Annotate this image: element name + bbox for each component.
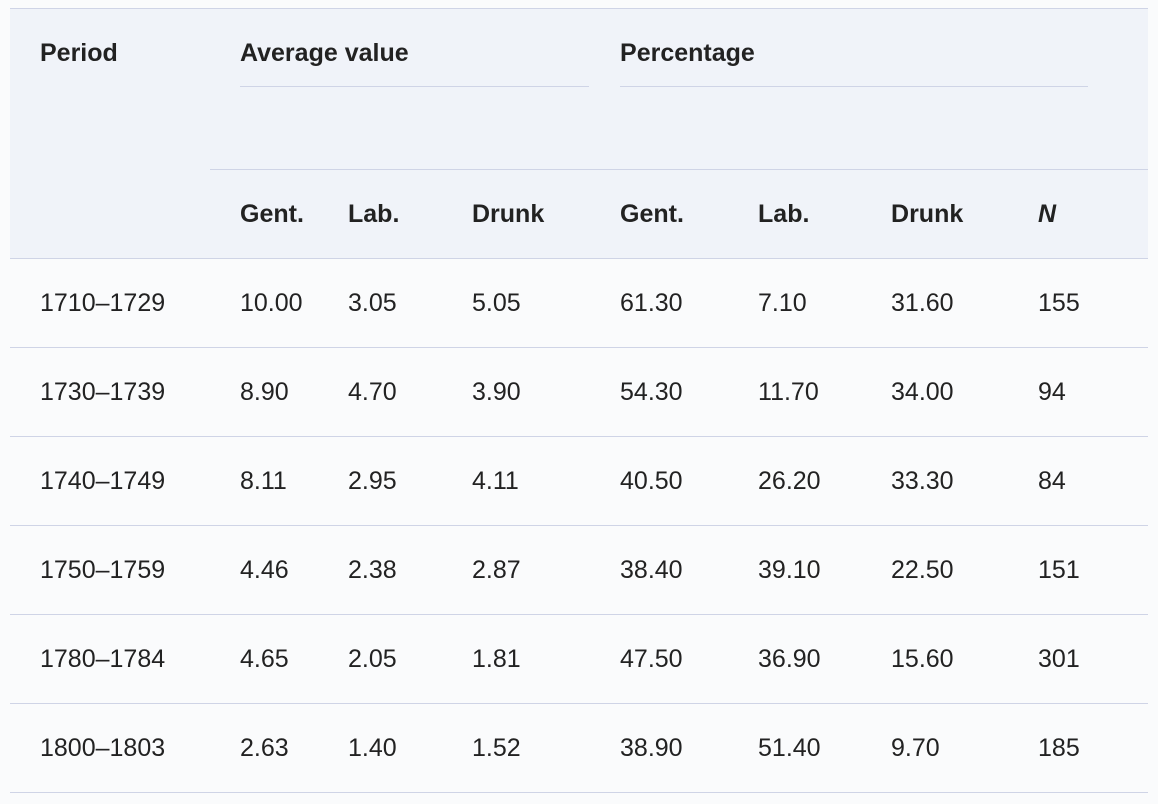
table-row: 1800–1803 2.63 1.40 1.52 38.90 51.40 9.7…	[10, 703, 1149, 793]
cell-avg-gent: 4.46	[210, 525, 348, 615]
column-header-avg-gent: Gent.	[210, 169, 348, 259]
cell-pct-lab: 36.90	[758, 614, 892, 704]
cell-avg-lab: 2.95	[348, 436, 472, 526]
column-header-avg-lab: Lab.	[348, 169, 472, 259]
cell-pct-lab: 26.20	[758, 436, 892, 526]
cell-avg-gent: 4.65	[210, 614, 348, 704]
cell-n: 155	[1038, 258, 1149, 348]
cell-pct-drunk: 15.60	[891, 614, 1039, 704]
cell-avg-gent: 8.11	[210, 436, 348, 526]
data-table-container: Period Average value Percentage Gent. La…	[10, 8, 1149, 793]
period-label: Period	[40, 39, 118, 67]
cell-n: 151	[1038, 525, 1149, 615]
cell-n: 301	[1038, 614, 1149, 704]
cell-avg-drunk: 2.87	[472, 525, 621, 615]
cell-pct-gent: 61.30	[620, 258, 759, 348]
column-header-pct-lab: Lab.	[758, 169, 892, 259]
cell-pct-lab: 11.70	[758, 347, 892, 437]
cell-pct-drunk: 9.70	[891, 703, 1039, 793]
cell-avg-drunk: 3.90	[472, 347, 621, 437]
column-group-average-value: Average value	[210, 9, 620, 170]
column-header-avg-drunk: Drunk	[472, 169, 621, 259]
cell-period: 1740–1749	[10, 436, 210, 526]
cell-avg-lab: 2.05	[348, 614, 472, 704]
cell-pct-lab: 51.40	[758, 703, 892, 793]
cell-pct-gent: 38.90	[620, 703, 759, 793]
column-header-pct-gent: Gent.	[620, 169, 759, 259]
table-row: 1740–1749 8.11 2.95 4.11 40.50 26.20 33.…	[10, 436, 1149, 526]
table-body: 1710–1729 10.00 3.05 5.05 61.30 7.10 31.…	[10, 258, 1149, 793]
cell-n: 185	[1038, 703, 1149, 793]
column-header-empty	[10, 170, 210, 259]
cell-pct-lab: 7.10	[758, 258, 892, 348]
cell-avg-lab: 3.05	[348, 258, 472, 348]
column-group-percentage: Percentage	[620, 9, 1148, 170]
header-row-groups: Period Average value Percentage	[10, 8, 1149, 170]
cell-pct-gent: 40.50	[620, 436, 759, 526]
cell-avg-gent: 10.00	[210, 258, 348, 348]
cell-avg-lab: 4.70	[348, 347, 472, 437]
group-percentage-label: Percentage	[620, 9, 1089, 87]
cell-pct-lab: 39.10	[758, 525, 892, 615]
cell-pct-drunk: 31.60	[891, 258, 1039, 348]
cell-avg-drunk: 1.81	[472, 614, 621, 704]
cell-avg-drunk: 1.52	[472, 703, 621, 793]
cell-avg-lab: 2.38	[348, 525, 472, 615]
data-table: Period Average value Percentage Gent. La…	[10, 8, 1149, 793]
cell-avg-gent: 2.63	[210, 703, 348, 793]
cell-avg-gent: 8.90	[210, 347, 348, 437]
table-row: 1730–1739 8.90 4.70 3.90 54.30 11.70 34.…	[10, 347, 1149, 437]
table-row: 1710–1729 10.00 3.05 5.05 61.30 7.10 31.…	[10, 258, 1149, 348]
cell-period: 1730–1739	[10, 347, 210, 437]
cell-avg-drunk: 4.11	[472, 436, 621, 526]
cell-pct-gent: 38.40	[620, 525, 759, 615]
cell-pct-drunk: 34.00	[891, 347, 1039, 437]
cell-n: 84	[1038, 436, 1149, 526]
column-header-pct-drunk: Drunk	[891, 169, 1039, 259]
cell-period: 1780–1784	[10, 614, 210, 704]
column-header-n: N	[1038, 169, 1149, 259]
group-average-label: Average value	[240, 9, 589, 87]
table-row: 1780–1784 4.65 2.05 1.81 47.50 36.90 15.…	[10, 614, 1149, 704]
cell-pct-gent: 54.30	[620, 347, 759, 437]
cell-pct-drunk: 22.50	[891, 525, 1039, 615]
cell-period: 1750–1759	[10, 525, 210, 615]
cell-avg-drunk: 5.05	[472, 258, 621, 348]
cell-pct-gent: 47.50	[620, 614, 759, 704]
column-header-period: Period	[10, 9, 210, 170]
cell-n: 94	[1038, 347, 1149, 437]
cell-avg-lab: 1.40	[348, 703, 472, 793]
cell-period: 1710–1729	[10, 258, 210, 348]
cell-pct-drunk: 33.30	[891, 436, 1039, 526]
header-row-subcolumns: Gent. Lab. Drunk Gent. Lab. Drunk N	[10, 169, 1149, 259]
table-row: 1750–1759 4.46 2.38 2.87 38.40 39.10 22.…	[10, 525, 1149, 615]
cell-period: 1800–1803	[10, 703, 210, 793]
table-header: Period Average value Percentage Gent. La…	[10, 8, 1149, 259]
